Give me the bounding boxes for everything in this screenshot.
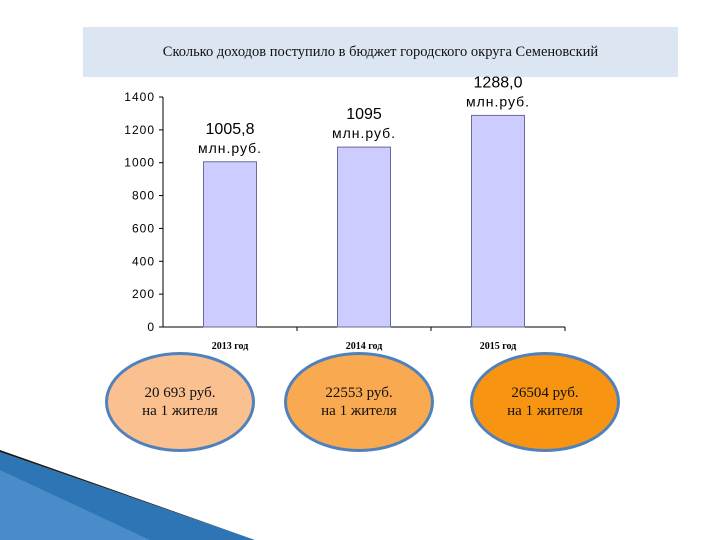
- bar: [203, 161, 257, 328]
- chart-title: Сколько доходов поступило в бюджет город…: [162, 43, 599, 60]
- bar: [337, 146, 391, 328]
- y-tick-label: 200: [132, 287, 155, 301]
- y-tick-label: 1200: [124, 123, 155, 137]
- x-tick-label: 2014 год: [346, 341, 383, 352]
- per-capita-value: 26504 руб.: [511, 385, 579, 401]
- data-label-value: 1288,0: [474, 74, 523, 91]
- wedge-dark-edge: [0, 450, 255, 540]
- data-label-unit: млн.руб.: [332, 125, 396, 141]
- chart-title-box: Сколько доходов поступило в бюджет город…: [83, 27, 678, 77]
- per-capita-2014: 22553 руб. на 1 жителя: [284, 352, 434, 452]
- x-tick-label: 2015 год: [480, 341, 517, 352]
- decorative-wedge: [0, 450, 255, 540]
- bar-chart: 0 200 400 600 800 1000 1200 1400 2013 год 1005,8 м…: [124, 74, 566, 352]
- bar: [471, 114, 525, 328]
- data-label-value: 1095: [346, 106, 382, 123]
- y-tick-label: 1400: [124, 90, 155, 104]
- per-capita-value: 22553 руб.: [325, 385, 393, 401]
- y-tick-label: 1000: [124, 156, 155, 170]
- per-capita-unit: на 1 жителя: [507, 403, 583, 419]
- y-tick-label: 600: [132, 221, 155, 235]
- data-label-unit: млн.руб.: [198, 140, 262, 156]
- y-tick-label: 0: [147, 320, 155, 334]
- y-tick-label: 400: [132, 254, 155, 268]
- per-capita-2015: 26504 руб. на 1 жителя: [470, 352, 620, 452]
- wedge-light: [0, 470, 150, 540]
- x-tick-label: 2013 год: [212, 341, 249, 352]
- per-capita-unit: на 1 жителя: [321, 403, 397, 419]
- per-capita-value: 20 693 руб.: [144, 385, 216, 401]
- data-label-value: 1005,8: [206, 121, 255, 138]
- data-label-unit: млн.руб.: [466, 93, 530, 109]
- per-capita-2013: 20 693 руб. на 1 жителя: [105, 352, 255, 452]
- per-capita-unit: на 1 жителя: [142, 403, 218, 419]
- y-tick-label: 800: [132, 189, 155, 203]
